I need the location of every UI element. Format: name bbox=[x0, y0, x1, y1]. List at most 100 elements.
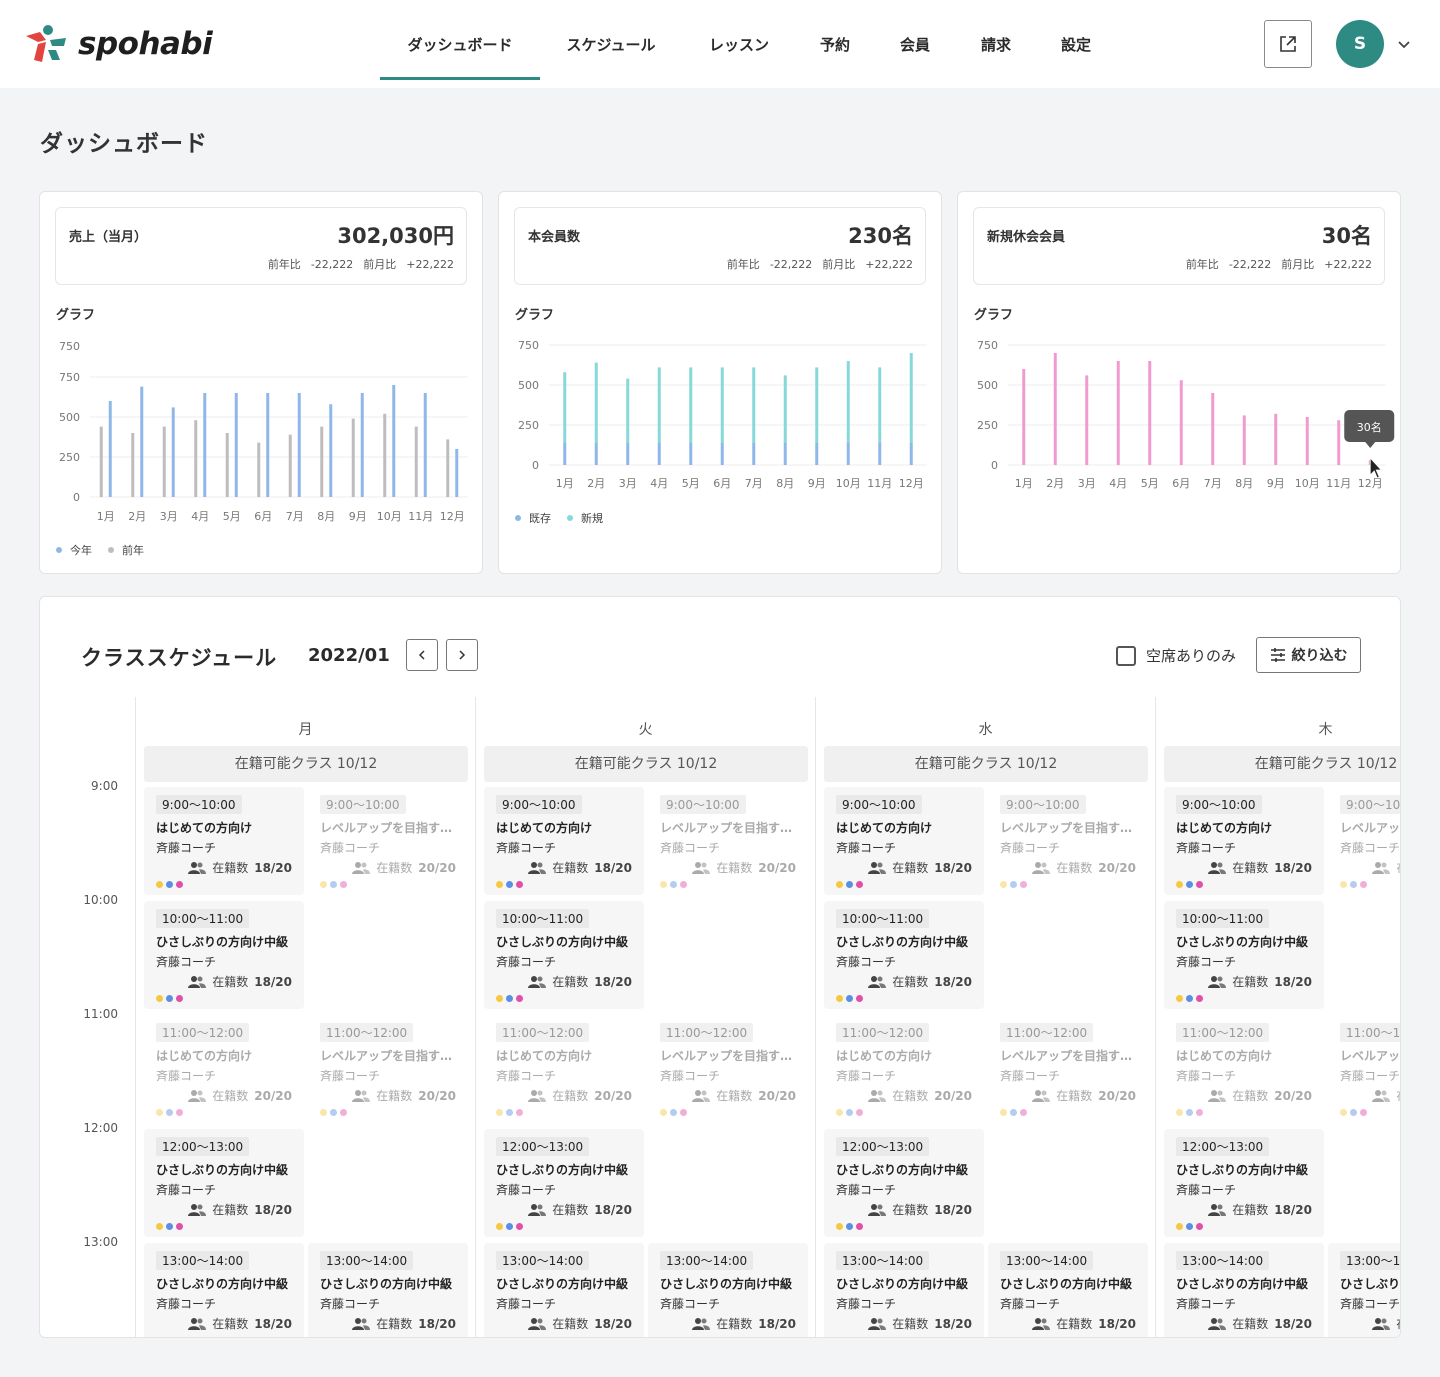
lesson-card[interactable]: 11:00〜12:00 はじめての方向け 斉藤コーチ 在籍数 20/20 bbox=[144, 1015, 304, 1123]
chevron-right-icon bbox=[459, 650, 466, 660]
lesson-card[interactable]: 9:00〜10:00 はじめての方向け 斉藤コーチ 在籍数 18/20 bbox=[144, 787, 304, 895]
lesson-name: ひさしぶりの方向け中級 bbox=[156, 935, 289, 949]
bar-existing bbox=[594, 442, 598, 465]
lesson-card[interactable]: 11:00〜12:00 はじめての方向け 斉藤コーチ 在籍数 20/20 bbox=[824, 1015, 984, 1123]
tag-dot bbox=[176, 1109, 183, 1116]
lesson-card[interactable]: 10:00〜11:00 ひさしぶりの方向け中級 斉藤コーチ 在籍数 18/20 bbox=[824, 901, 984, 1009]
nav-dashboard[interactable]: ダッシュボード bbox=[380, 0, 540, 88]
tag-dot bbox=[156, 1223, 163, 1230]
nav-billing[interactable]: 請求 bbox=[980, 35, 1011, 54]
bar-last-year bbox=[131, 433, 135, 497]
kpi-value: 230名 bbox=[848, 224, 913, 248]
enroll-label: 在籍数 bbox=[376, 1089, 413, 1103]
bar-this-year bbox=[455, 449, 459, 497]
lesson-tags bbox=[1340, 881, 1367, 888]
next-month-button[interactable] bbox=[446, 639, 478, 671]
lesson-card[interactable]: 9:00〜10:00 はじめての方向け 斉藤コーチ 在籍数 18/20 bbox=[1164, 787, 1324, 895]
lesson-card[interactable]: 11:00〜12:00 はじめての方向け 斉藤コーチ 在籍数 20/20 bbox=[484, 1015, 644, 1123]
lesson-card[interactable]: 11:00〜12:00 はじめての方向け 斉藤コーチ 在籍数 20/20 bbox=[1164, 1015, 1324, 1123]
y-tick-label: 500 bbox=[518, 379, 539, 392]
x-tick-label: 8月 bbox=[317, 510, 335, 523]
tag-dot bbox=[1340, 881, 1347, 888]
external-link-button[interactable] bbox=[1264, 20, 1312, 68]
lesson-card[interactable]: 10:00〜11:00 ひさしぶりの方向け中級 斉藤コーチ 在籍数 18/20 bbox=[484, 901, 644, 1009]
tag-dot bbox=[330, 881, 337, 888]
lesson-name: ひさしぶりの方向け中級 bbox=[156, 1163, 289, 1177]
logo-mark-icon bbox=[26, 25, 66, 62]
filter-label: 絞り込む bbox=[1291, 648, 1348, 664]
enroll-count: 20/20 bbox=[934, 1088, 972, 1103]
tag-dot bbox=[856, 1337, 863, 1338]
kpi-summary: 売上（当月） 302,030円 前年比 -22,222 前月比 +22,222 bbox=[55, 207, 467, 285]
lesson-time: 10:00〜11:00 bbox=[156, 909, 250, 928]
bar-suspended bbox=[1211, 393, 1215, 465]
kpi-card-sales: 売上（当月） 302,030円 前年比 -22,222 前月比 +22,222 グラフ… bbox=[39, 191, 483, 574]
lesson-enrollment: 在籍数 20/20 bbox=[1032, 859, 1136, 876]
chevron-down-icon[interactable] bbox=[1396, 36, 1412, 52]
lesson-enrollment: 在籍数 20/20 bbox=[868, 1087, 972, 1104]
tag-dot bbox=[156, 1337, 163, 1338]
lesson-card[interactable]: 10:00〜11:00 ひさしぶりの方向け中級 斉藤コーチ 在籍数 18/20 bbox=[144, 901, 304, 1009]
nav-schedule[interactable]: スケジュール bbox=[566, 35, 656, 54]
enroll-label: 在籍数 bbox=[1232, 1317, 1269, 1331]
lesson-card[interactable]: 12:00〜13:00 ひさしぶりの方向け中級 斉藤コーチ 在籍数 18/20 bbox=[824, 1129, 984, 1237]
vacancy-only-checkbox[interactable]: 空席ありのみ bbox=[1116, 645, 1236, 666]
available-classes: 在籍可能クラス 10/12 bbox=[1164, 746, 1400, 782]
filter-button[interactable]: 絞り込む bbox=[1256, 637, 1361, 673]
lesson-name: ひさしぶりの方向け中級 bbox=[836, 1163, 969, 1177]
x-tick-label: 7月 bbox=[1204, 477, 1222, 490]
kpi-label: 新規休会会員 bbox=[987, 230, 1066, 245]
lesson-card[interactable]: 12:00〜13:00 ひさしぶりの方向け中級 斉藤コーチ 在籍数 18/20 bbox=[1164, 1129, 1324, 1237]
lesson-enrollment: 在籍数 20/20 bbox=[352, 1087, 456, 1104]
tag-dot bbox=[1360, 1109, 1367, 1116]
user-avatar[interactable]: S bbox=[1336, 20, 1384, 68]
people-icon bbox=[868, 1317, 887, 1330]
lesson-time: 11:00〜12:00 bbox=[1000, 1023, 1094, 1042]
lesson-card[interactable]: 9:00〜10:00 はじめての方向け 斉藤コーチ 在籍数 18/20 bbox=[484, 787, 644, 895]
lesson-card[interactable]: 12:00〜13:00 ひさしぶりの方向け中級 斉藤コーチ 在籍数 18/20 bbox=[144, 1129, 304, 1237]
lesson-name: レベルアップを目指す… bbox=[320, 1049, 453, 1063]
checkbox[interactable] bbox=[1116, 645, 1136, 666]
lesson-tags bbox=[1000, 1337, 1027, 1338]
prev-month-button[interactable] bbox=[406, 639, 438, 671]
bar-new bbox=[689, 367, 693, 443]
nav-reservations[interactable]: 予約 bbox=[819, 35, 850, 54]
lesson-card[interactable]: 12:00〜13:00 ひさしぶりの方向け中級 斉藤コーチ 在籍数 18/20 bbox=[484, 1129, 644, 1237]
y-tick-label: 750 bbox=[977, 339, 998, 352]
lesson-tags bbox=[156, 881, 183, 888]
tag-dot bbox=[340, 1109, 347, 1116]
bar-this-year bbox=[360, 393, 364, 497]
kpi-label: 本会員数 bbox=[528, 230, 581, 245]
nav-members[interactable]: 会員 bbox=[899, 35, 930, 54]
tag-dot bbox=[1186, 995, 1193, 1002]
tag-dot bbox=[496, 1223, 503, 1230]
lesson-coach: 斉藤コーチ bbox=[1176, 1069, 1237, 1083]
tag-dot bbox=[166, 995, 173, 1002]
nav-lessons[interactable]: レッスン bbox=[708, 35, 769, 54]
nav-settings[interactable]: 設定 bbox=[1060, 35, 1091, 54]
lesson-name: ひさしぶりの方向け中級 bbox=[156, 1277, 289, 1291]
enroll-label: 在籍数 bbox=[892, 1203, 929, 1217]
lesson-time: 11:00〜12:00 bbox=[1340, 1023, 1400, 1042]
lesson-card[interactable]: 10:00〜11:00 ひさしぶりの方向け中級 斉藤コーチ 在籍数 18/20 bbox=[1164, 901, 1324, 1009]
lesson-card[interactable]: 9:00〜10:00 はじめての方向け 斉藤コーチ 在籍数 18/20 bbox=[824, 787, 984, 895]
logo[interactable]: spohabi bbox=[22, 22, 222, 66]
